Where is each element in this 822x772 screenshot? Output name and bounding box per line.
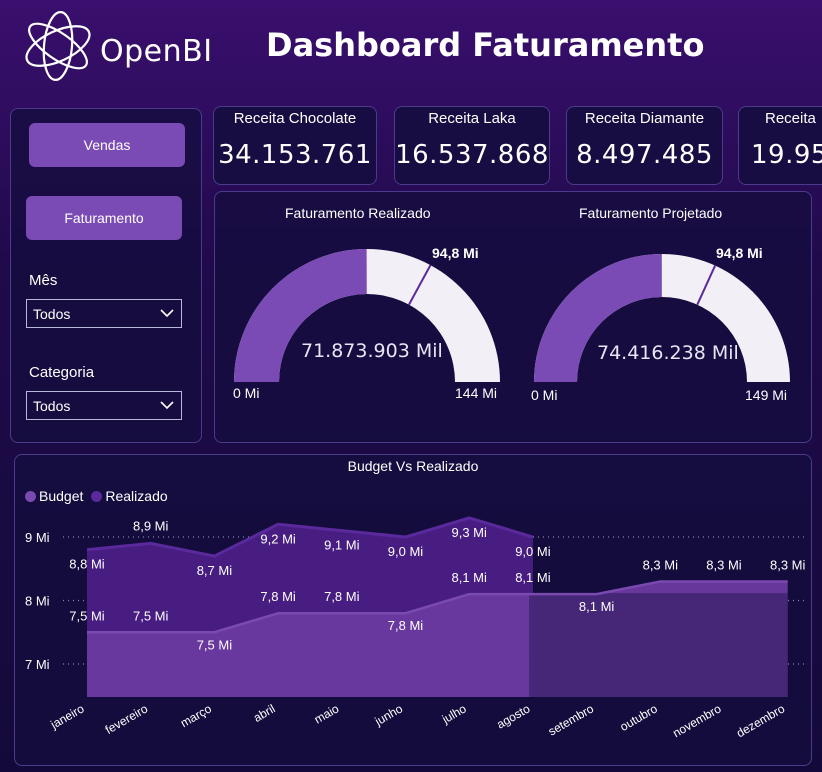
budget-vs-realizado-chart: 9 Mi 8 Mi 7 Mi 7,5 Mi 7,5 Mi 7,5 Mi 7,8 Mi 7,8 … [25,516,806,740]
faturamento-button[interactable]: Faturamento [26,196,182,240]
kpi-label: Receita Laka [428,110,516,127]
realizado-data-label: 9,0 Mi [515,544,551,559]
budget-data-label: 7,8 Mi [260,589,296,604]
gauge-min-label: 0 Mi [531,387,558,403]
x-tick-label: junho [372,701,406,728]
categoria-filter-value: Todos [33,397,71,414]
x-tick-label: dezembro [734,701,787,740]
y-tick-label: 8 Mi [25,594,50,609]
kpi-value: 16.537.868 [395,140,549,170]
x-tick-label: janeiro [47,701,86,732]
openbi-logo: OpenBI [18,8,218,84]
kpi-card-chocolate: Receita Chocolate 34.153.761 [213,106,377,185]
budget-data-label: 7,5 Mi [69,608,105,623]
gauge-target-label: 94,8 Mi [716,245,763,261]
gauge-target-marker-projetado [696,265,717,306]
budget-data-label: 7,8 Mi [388,618,424,633]
chart-legend: Budget Realizado [25,488,168,504]
realizado-data-label: 8,7 Mi [197,563,233,578]
kpi-value: 34.153.761 [218,140,372,170]
budget-data-label: 8,3 Mi [643,557,679,572]
categoria-filter-select[interactable]: Todos [26,391,182,420]
x-tick-label: julho [439,701,469,726]
x-tick-label: outubro [618,701,661,734]
gauge-fill-projetado [534,254,662,382]
y-tick-label: 7 Mi [25,657,50,672]
categoria-filter-label: Categoria [29,364,95,381]
legend-label-budget: Budget [39,488,84,504]
budget-data-label: 8,3 Mi [770,557,806,572]
x-tick-label: maio [312,701,342,726]
gauges-panel: Faturamento Realizado Faturamento Projet… [214,191,812,443]
logo-text: OpenBI [100,34,213,69]
realizado-line [86,516,534,558]
gauge-target-marker-realizado [408,264,432,306]
kpi-card-laka: Receita Laka 16.537.868 [394,106,550,185]
page-title: Dashboard Faturamento [266,26,705,64]
chart-title: Budget Vs Realizado [347,458,479,474]
gauges-svg [234,249,790,382]
legend-dot-realizado [91,491,103,502]
kpi-label: Receita Chocolate [233,110,357,127]
realizado-data-label: 8,8 Mi [69,557,105,572]
x-tick-label: fevereiro [103,701,151,737]
mes-filter-select[interactable]: Todos [26,299,182,328]
legend-item-realizado[interactable]: Realizado [91,488,168,504]
budget-data-label: 8,1 Mi [579,599,615,614]
budget-data-label: 7,5 Mi [133,608,169,623]
chevron-down-icon [160,309,174,318]
kpi-label: Receita [765,110,816,127]
realizado-data-label: 8,9 Mi [133,518,169,533]
kpi-value: 8.497.485 [576,140,713,170]
budget-line [87,580,788,634]
kpi-card-diamante: Receita Diamante 8.497.485 [566,106,723,185]
vendas-button[interactable]: Vendas [29,123,185,167]
budget-vs-realizado-panel: 9 Mi 8 Mi 7 Mi 7,5 Mi 7,5 Mi 7,5 Mi 7,8 Mi 7,8 … [14,454,812,766]
kpi-card-receita: Receita 19.953 [738,106,822,185]
legend-label-realizado: Realizado [105,488,168,504]
sidebar-panel: Vendas Faturamento Mês Todos Categoria T… [10,108,202,443]
gauge-title-realizado: Faturamento Realizado [285,205,431,221]
gauge-max-label: 144 Mi [455,385,498,401]
future-shade [529,593,788,697]
budget-data-label: 8,1 Mi [451,570,487,585]
gauge-title-projetado: Faturamento Projetado [579,205,723,221]
budget-data-label: 7,8 Mi [324,589,360,604]
legend-dot-budget [25,491,36,502]
budget-data-label: 7,5 Mi [197,637,233,652]
x-tick-label: março [178,701,214,730]
budget-data-label: 8,3 Mi [706,557,742,572]
realizado-data-label: 9,2 Mi [260,531,296,546]
y-tick-label: 9 Mi [25,530,50,545]
orbit-logo-icon [25,11,91,81]
kpi-label: Receita Diamante [584,110,705,127]
realizado-data-label: 9,1 Mi [324,538,360,553]
mes-filter-label: Mês [29,272,58,289]
x-tick-label: agosto [494,701,532,731]
kpi-value: 19.953 [751,140,822,170]
gauge-center-value-projetado: 74.416.238 Mil [597,342,739,364]
gauge-min-label: 0 Mi [233,385,260,401]
mes-filter-value: Todos [33,305,71,322]
gauge-center-value-realizado: 71.873.903 Mil [301,340,443,362]
x-tick-label: setembro [546,701,597,738]
budget-data-label: 8,1 Mi [515,570,551,585]
gauge-max-label: 149 Mi [745,387,788,403]
realizado-data-label: 9,3 Mi [451,525,487,540]
chevron-down-icon [160,401,174,410]
x-tick-label: abril [251,701,278,724]
legend-item-budget[interactable]: Budget [25,488,83,504]
gauge-fill-realizado [234,249,367,382]
realizado-data-label: 9,0 Mi [388,544,424,559]
x-tick-label: novembro [670,701,723,740]
gauge-target-label: 94,8 Mi [432,245,479,261]
